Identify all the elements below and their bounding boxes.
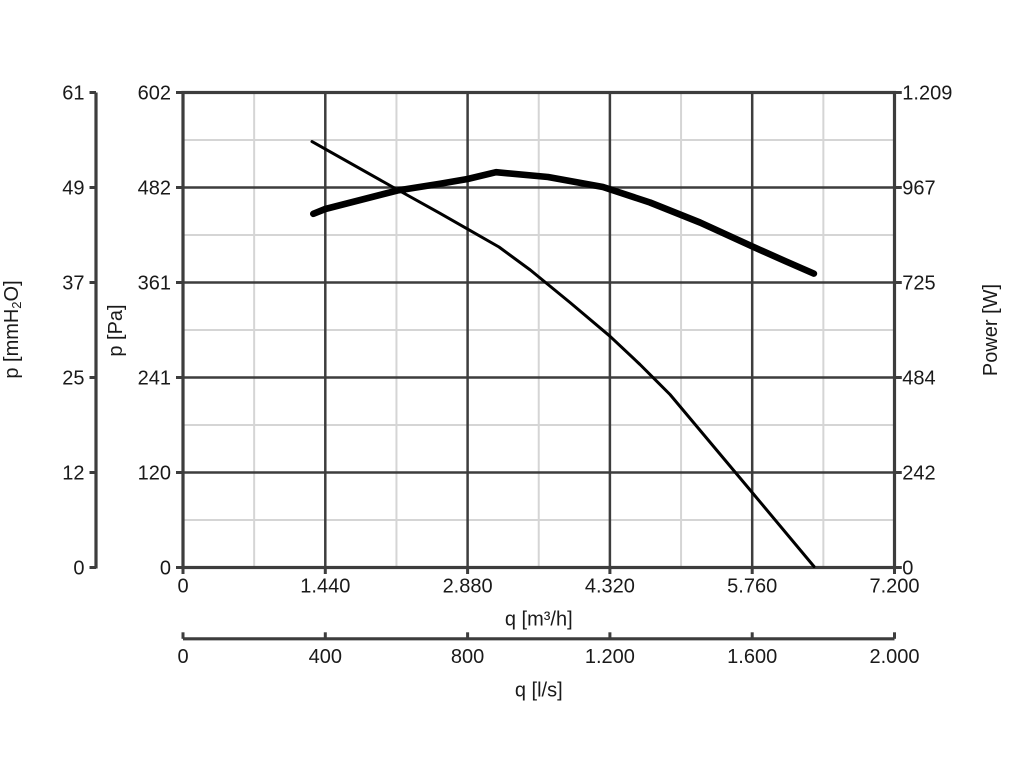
svg-text:0: 0 xyxy=(177,646,188,668)
svg-text:37: 37 xyxy=(62,273,84,295)
svg-text:0: 0 xyxy=(177,576,188,598)
svg-text:400: 400 xyxy=(309,646,342,668)
svg-text:61: 61 xyxy=(62,83,84,105)
svg-text:2.000: 2.000 xyxy=(869,646,919,668)
svg-text:602: 602 xyxy=(138,83,171,105)
svg-text:49: 49 xyxy=(62,178,84,200)
svg-text:12: 12 xyxy=(62,463,84,485)
svg-text:361: 361 xyxy=(138,273,171,295)
svg-text:4.320: 4.320 xyxy=(585,576,635,598)
svg-text:p [Pa]: p [Pa] xyxy=(105,304,127,356)
svg-text:p [mmH2O]: p [mmH2O] xyxy=(1,280,24,378)
svg-text:5.760: 5.760 xyxy=(727,576,777,598)
svg-text:0: 0 xyxy=(73,558,84,580)
svg-text:7.200: 7.200 xyxy=(869,576,919,598)
svg-text:242: 242 xyxy=(902,463,935,485)
svg-text:q [m³/h]: q [m³/h] xyxy=(505,609,573,631)
svg-text:1.200: 1.200 xyxy=(585,646,635,668)
svg-text:1.440: 1.440 xyxy=(300,576,350,598)
svg-text:q [l/s]: q [l/s] xyxy=(515,680,563,702)
svg-text:1.600: 1.600 xyxy=(727,646,777,668)
svg-text:725: 725 xyxy=(902,273,935,295)
svg-text:1.209: 1.209 xyxy=(902,83,952,105)
svg-text:800: 800 xyxy=(451,646,484,668)
svg-text:0: 0 xyxy=(160,558,171,580)
svg-text:0: 0 xyxy=(902,558,913,580)
svg-text:Power [W]: Power [W] xyxy=(980,284,1002,376)
svg-text:120: 120 xyxy=(138,463,171,485)
svg-text:484: 484 xyxy=(902,368,935,390)
svg-text:482: 482 xyxy=(138,178,171,200)
svg-text:25: 25 xyxy=(62,368,84,390)
svg-text:967: 967 xyxy=(902,178,935,200)
svg-text:2.880: 2.880 xyxy=(443,576,493,598)
svg-text:241: 241 xyxy=(138,368,171,390)
